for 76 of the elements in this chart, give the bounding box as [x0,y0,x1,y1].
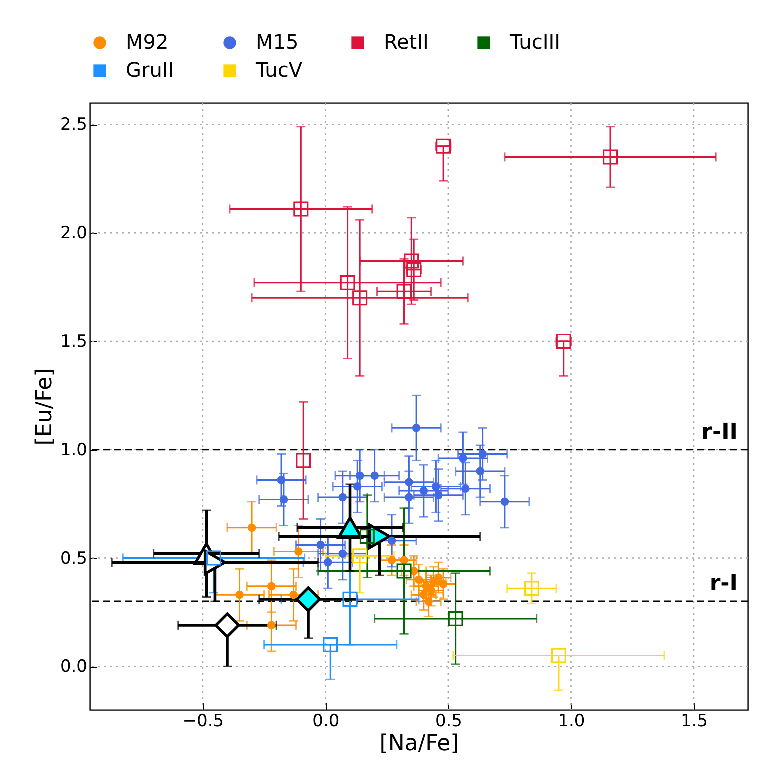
y-tick-label: 1.0 [60,440,88,460]
point [356,472,364,480]
point [338,493,348,502]
point [524,581,540,596]
point [476,467,485,476]
point [248,524,256,532]
legend-label: RetII [384,30,429,54]
point [323,637,338,652]
point [434,491,443,500]
legend-label: GruII [126,58,174,82]
point [404,478,414,487]
legend-label: TucIII [509,30,561,54]
point [316,541,325,550]
legend-label: TucV [255,58,303,82]
y-tick-label: 2.0 [60,224,88,244]
point [290,590,298,600]
point [432,482,440,491]
x-tick-label: −0.5 [182,712,224,732]
y-tick-label: 0.5 [60,548,88,569]
point [556,334,572,349]
point [603,150,618,165]
point [500,498,510,506]
x-tick-label: 0.0 [312,712,340,732]
point [551,648,566,664]
legend-label: M15 [256,30,299,54]
point [280,496,288,504]
point [352,548,368,564]
point [340,275,356,290]
point [294,548,303,556]
point [459,454,468,463]
point [296,586,322,612]
point [388,536,396,546]
point [294,202,309,217]
point [461,484,470,494]
point [414,576,424,584]
point [478,450,488,458]
y-tick-label: 2.5 [60,115,88,136]
point [420,590,428,600]
point [436,138,452,154]
point [338,550,348,558]
point [277,476,286,484]
point [420,486,428,496]
point [370,472,379,480]
y-tick-label: 0.0 [60,657,88,678]
x-axis-title: [Na/Fe] [380,732,460,756]
point [268,621,276,630]
point [353,482,362,491]
point [404,254,420,269]
point [434,574,443,582]
point [324,558,332,567]
x-tick-label: 1.0 [558,712,586,732]
point [396,564,412,579]
point [388,556,396,565]
point [268,582,276,591]
point [342,592,358,607]
point [296,453,312,468]
point [406,262,422,278]
y-tick-label: 1.5 [60,332,88,352]
x-tick-label: 1.5 [680,712,708,732]
point [404,493,414,502]
point [400,556,408,565]
point [360,529,375,544]
ref-line-label: r-II [702,420,738,445]
point [352,290,368,306]
point [236,590,244,600]
point [427,586,436,595]
point [214,612,240,638]
y-axis-title: [Eu/Fe] [32,368,58,446]
ref-line-label: r-I [710,572,738,597]
point [448,611,464,626]
x-tick-label: 0.5 [435,712,462,732]
point [412,424,421,432]
point [424,597,434,606]
point [396,284,412,300]
point [439,580,448,588]
legend-label: M92 [126,30,169,54]
